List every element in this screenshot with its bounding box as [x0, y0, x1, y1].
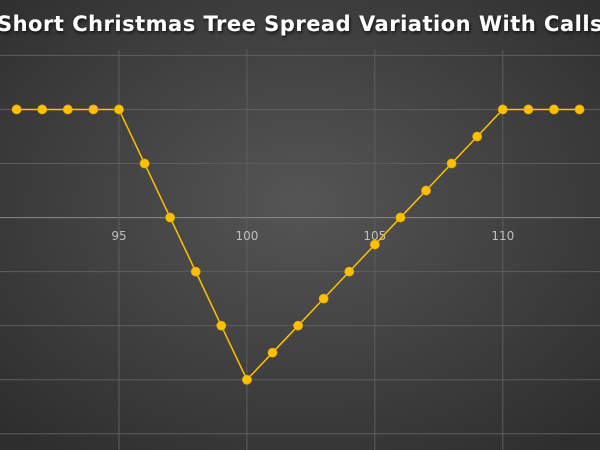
x-tick-label: 110 [491, 229, 514, 243]
point [344, 266, 355, 277]
point [318, 293, 329, 304]
x-tick-label: 100 [235, 229, 258, 243]
plot [11, 104, 585, 385]
point [37, 104, 48, 115]
point [267, 347, 278, 358]
chart-title: Short Christmas Tree Spread Variation Wi… [0, 12, 600, 36]
point [523, 104, 534, 115]
point [549, 104, 559, 115]
point [190, 266, 201, 277]
point [62, 104, 73, 115]
point [446, 158, 457, 169]
point [293, 320, 303, 331]
point [421, 185, 431, 196]
x-tick-label: 95 [111, 229, 126, 243]
point [11, 104, 22, 115]
point [165, 212, 176, 223]
point [88, 104, 99, 115]
point [242, 374, 252, 385]
point [369, 239, 380, 250]
point [497, 104, 508, 115]
point [472, 131, 483, 142]
grid: 95 100 105 110 [0, 50, 600, 450]
point [216, 320, 227, 331]
point [139, 158, 150, 169]
point [395, 212, 406, 223]
point [574, 104, 585, 115]
point [114, 104, 124, 115]
